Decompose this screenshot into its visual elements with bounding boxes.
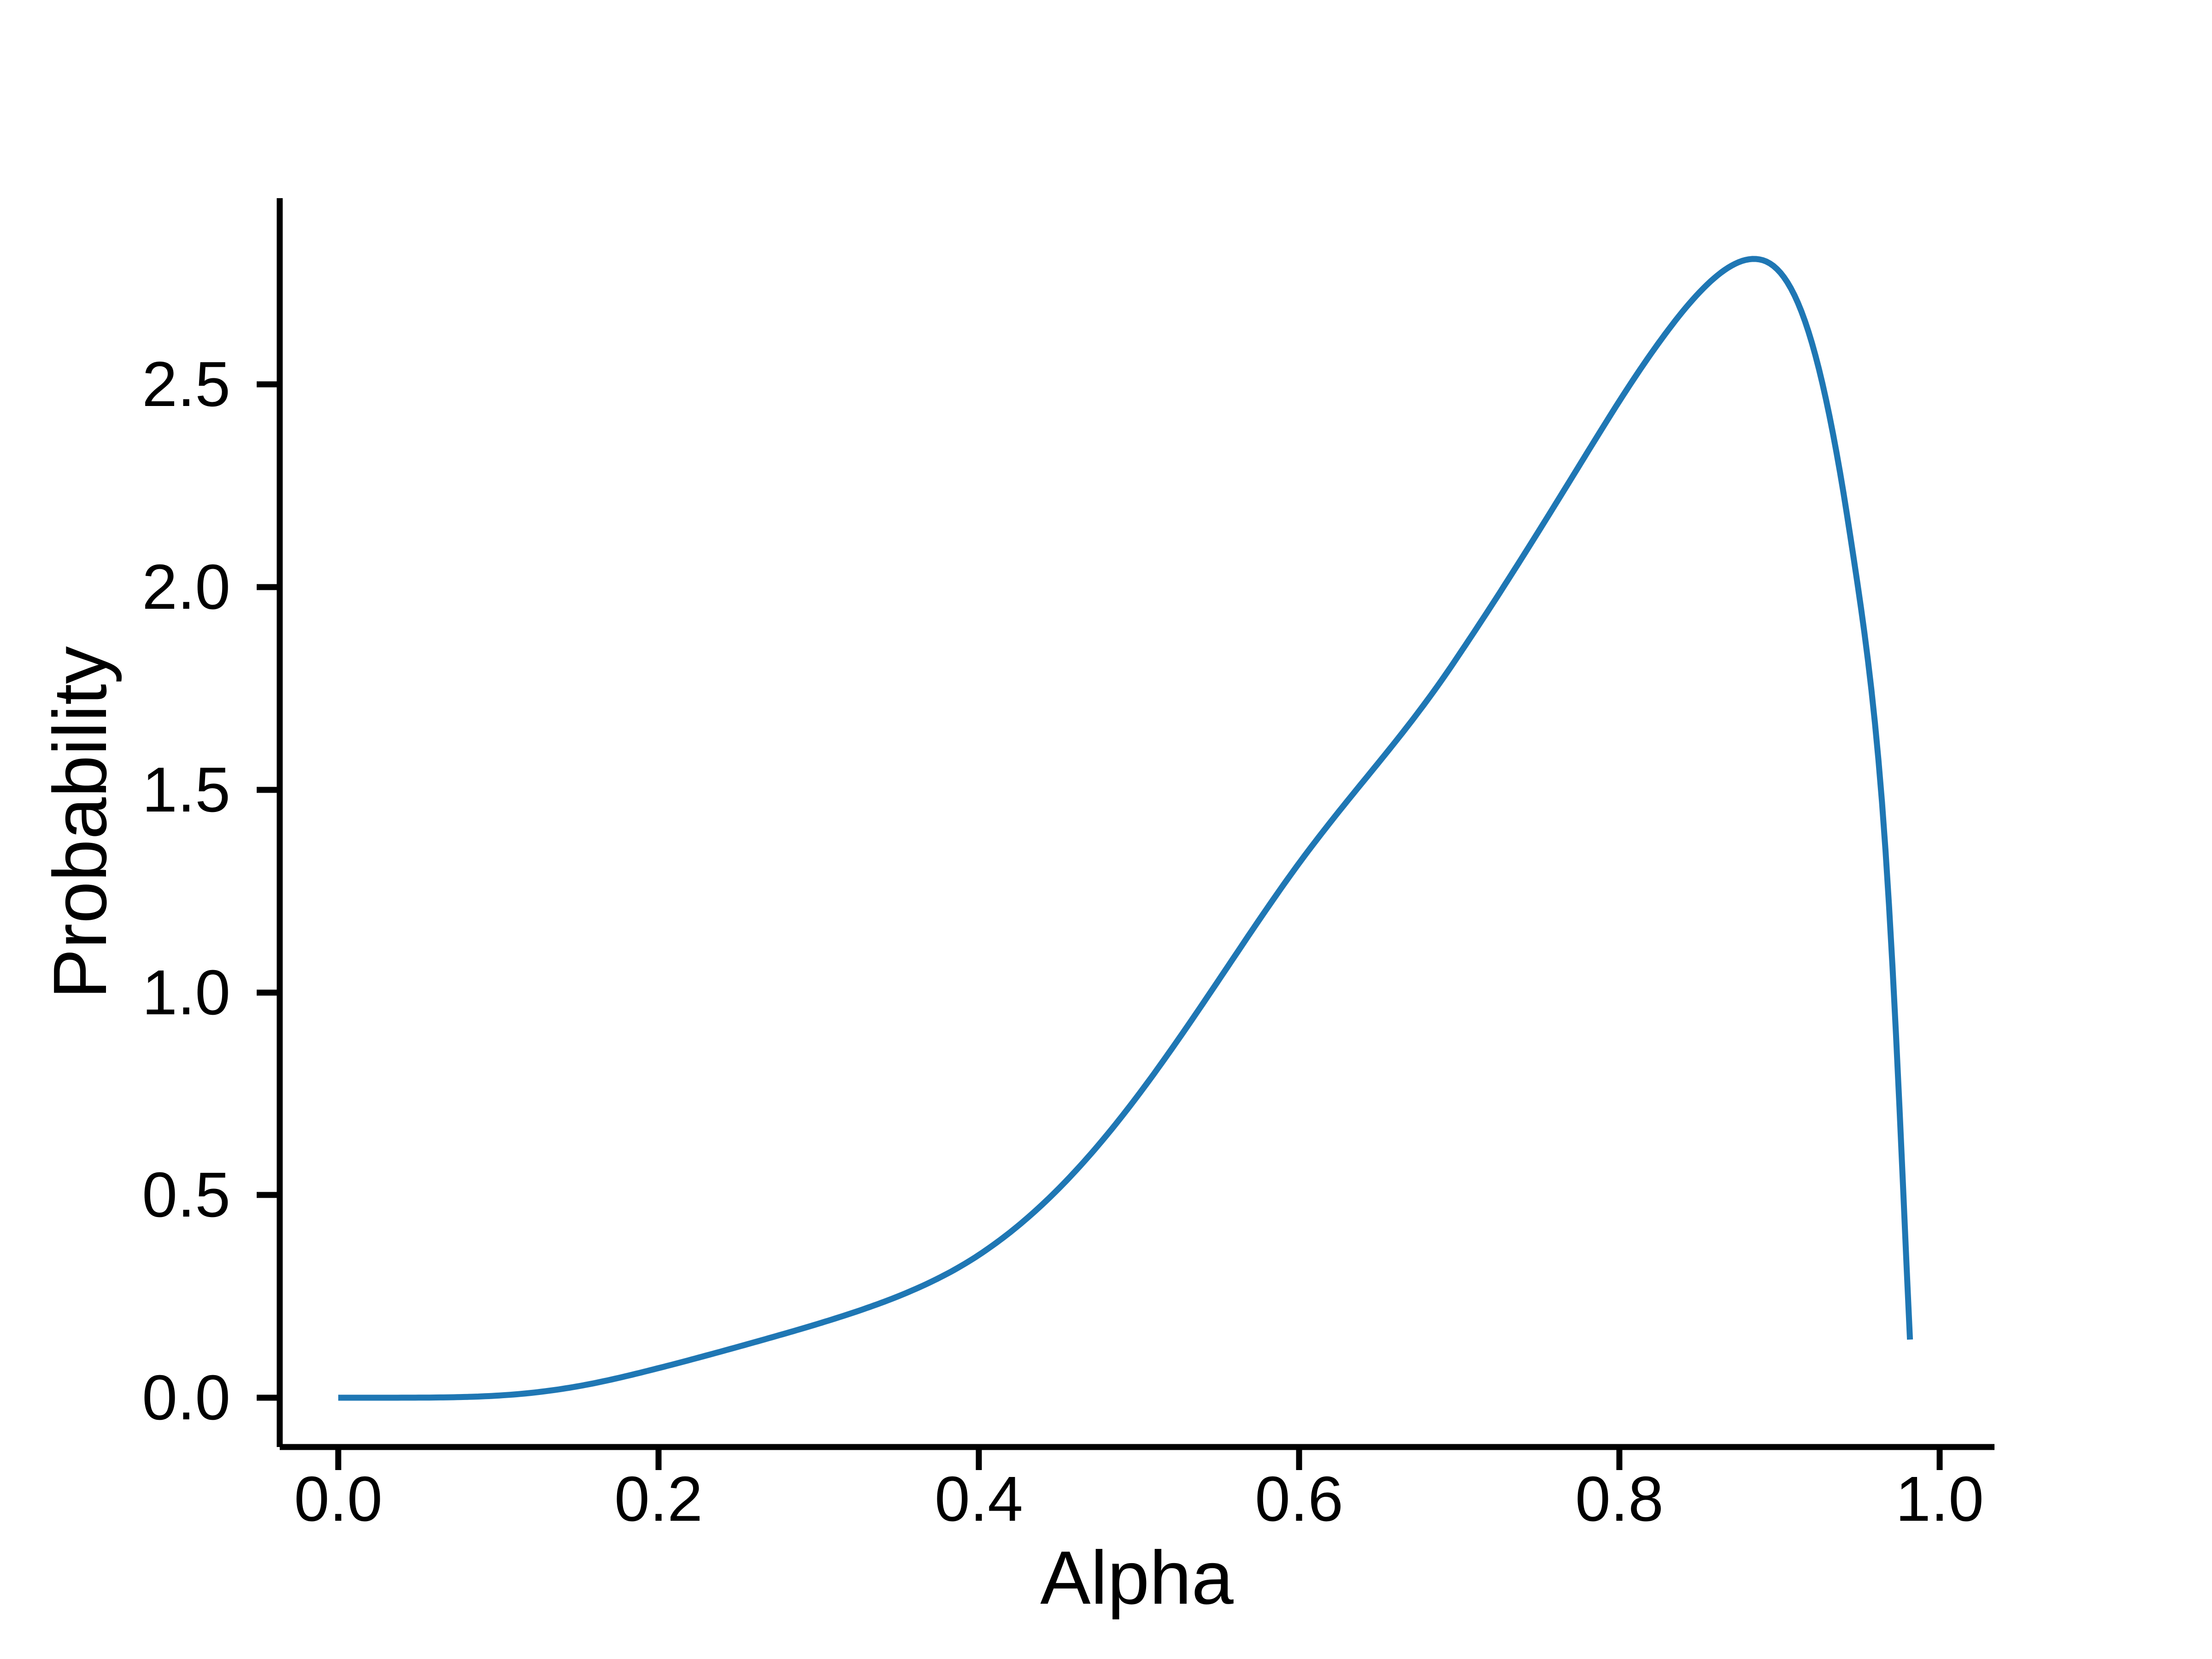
svg-text:2.5: 2.5: [142, 349, 230, 420]
svg-text:0.0: 0.0: [294, 1464, 382, 1535]
svg-text:Probability: Probability: [38, 646, 122, 999]
svg-text:1.0: 1.0: [1895, 1464, 1984, 1535]
svg-text:0.0: 0.0: [142, 1362, 230, 1433]
svg-text:0.8: 0.8: [1575, 1464, 1664, 1535]
svg-text:0.2: 0.2: [614, 1464, 703, 1535]
svg-text:1.5: 1.5: [142, 754, 230, 825]
svg-text:1.0: 1.0: [142, 957, 230, 1028]
svg-text:2.0: 2.0: [142, 552, 230, 623]
svg-text:0.5: 0.5: [142, 1159, 230, 1230]
svg-text:0.4: 0.4: [935, 1464, 1023, 1535]
svg-text:0.6: 0.6: [1255, 1464, 1343, 1535]
svg-text:Alpha: Alpha: [1040, 1535, 1234, 1620]
